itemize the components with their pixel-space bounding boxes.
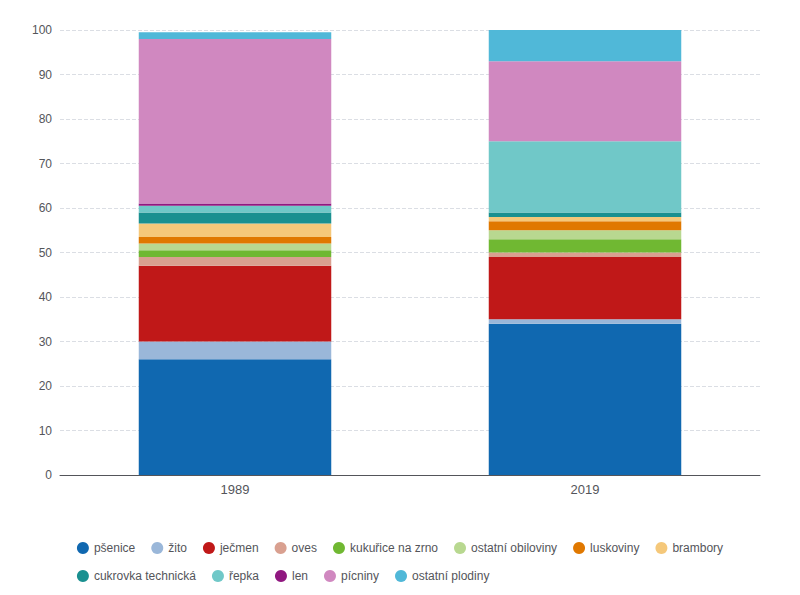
- svg-text:pšenice: pšenice: [94, 541, 136, 555]
- svg-text:ječmen: ječmen: [219, 541, 259, 555]
- svg-text:50: 50: [39, 246, 53, 260]
- svg-text:2019: 2019: [571, 482, 600, 497]
- svg-text:80: 80: [39, 112, 53, 126]
- svg-text:kukuřice na zrno: kukuřice na zrno: [350, 541, 438, 555]
- svg-text:pícniny: pícniny: [341, 569, 379, 583]
- svg-text:20: 20: [39, 379, 53, 393]
- svg-text:len: len: [292, 569, 308, 583]
- svg-text:40: 40: [39, 290, 53, 304]
- svg-text:10: 10: [39, 424, 53, 438]
- svg-text:žito: žito: [168, 541, 187, 555]
- svg-text:30: 30: [39, 335, 53, 349]
- svg-text:90: 90: [39, 68, 53, 82]
- svg-text:řepka: řepka: [229, 569, 259, 583]
- svg-text:ostatní obiloviny: ostatní obiloviny: [471, 541, 557, 555]
- svg-text:70: 70: [39, 157, 53, 171]
- svg-text:luskoviny: luskoviny: [590, 541, 639, 555]
- svg-text:0: 0: [45, 468, 52, 482]
- svg-text:1989: 1989: [221, 482, 250, 497]
- svg-text:60: 60: [39, 201, 53, 215]
- svg-text:cukrovka technická: cukrovka technická: [94, 569, 196, 583]
- svg-text:100: 100: [32, 23, 52, 37]
- svg-text:brambory: brambory: [672, 541, 723, 555]
- svg-text:ostatní plodiny: ostatní plodiny: [412, 569, 489, 583]
- svg-text:oves: oves: [292, 541, 317, 555]
